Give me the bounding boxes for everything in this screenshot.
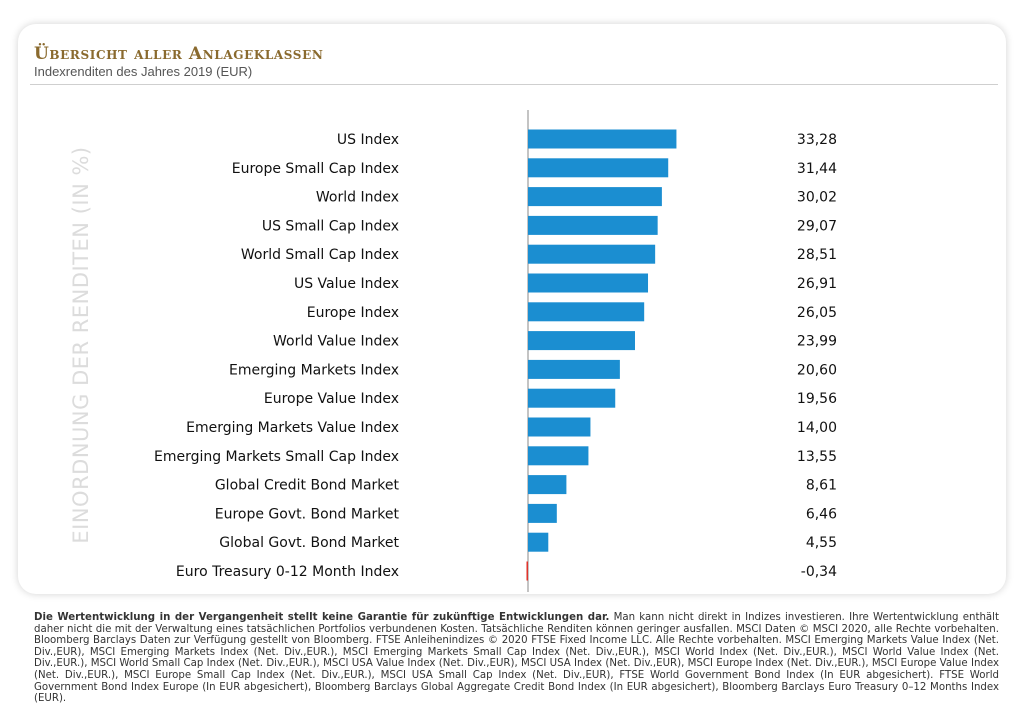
bar [528,417,591,437]
bar [528,244,656,264]
category-label: US Value Index [294,276,399,292]
value-label: 23,99 [797,334,837,350]
bar [528,215,658,235]
page-title: Übersicht aller Anlageklassen [34,44,324,64]
category-label: Emerging Markets Value Index [186,420,399,436]
category-label: World Value Index [273,334,399,350]
category-label: Global Credit Bond Market [215,478,400,494]
bar [528,532,549,552]
value-label: 13,55 [797,449,837,465]
header-divider [30,84,998,85]
bar [528,359,620,379]
value-label: 30,02 [797,190,837,206]
category-label: Euro Treasury 0-12 Month Index [176,564,399,580]
disclaimer-text: Man kann nicht direkt in Indizes investi… [34,612,999,705]
bar [528,273,649,293]
category-label: Europe Index [307,305,399,321]
bar [528,388,616,408]
value-label: 33,28 [797,132,837,148]
bar [528,302,645,322]
category-label: Europe Value Index [264,391,399,407]
value-label: 14,00 [797,420,837,436]
bar [528,475,567,495]
chart-card [18,24,1006,594]
bar [528,158,669,178]
category-label: World Index [316,190,399,206]
category-label: US Small Cap Index [262,218,399,234]
value-label: 31,44 [797,161,837,177]
value-label: 8,61 [806,478,837,494]
disclaimer-footnote: Die Wertentwicklung in der Vergangenheit… [34,612,999,705]
category-label: Emerging Markets Index [229,362,399,378]
page-subtitle: Indexrenditen des Jahres 2019 (EUR) [34,64,253,79]
category-label: US Index [337,132,399,148]
category-label: Emerging Markets Small Cap Index [154,449,399,465]
category-label: Europe Govt. Bond Market [215,506,400,522]
value-label: 26,05 [797,305,837,321]
value-label: 26,91 [797,276,837,292]
bar [528,331,635,351]
value-label: -0,34 [801,564,837,580]
bar [528,187,662,207]
bar [528,503,557,523]
value-label: 6,46 [806,506,837,522]
value-label: 4,55 [806,535,837,551]
value-label: 28,51 [797,247,837,263]
bar [528,446,589,466]
category-label: Europe Small Cap Index [232,161,399,177]
bar [526,561,528,581]
bar [528,129,677,149]
value-label: 20,60 [797,362,837,378]
category-label: World Small Cap Index [241,247,399,263]
value-label: 29,07 [797,218,837,234]
category-label: Global Govt. Bond Market [219,535,399,551]
disclaimer-bold: Die Wertentwicklung in der Vergangenheit… [34,612,610,623]
value-label: 19,56 [797,391,837,407]
